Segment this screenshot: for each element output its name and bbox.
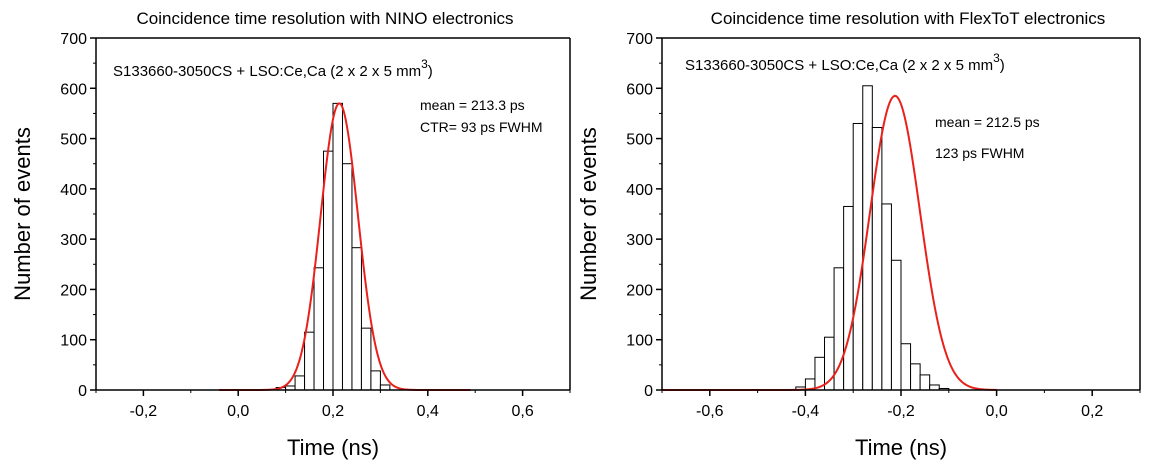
x-tick-label: -0,4: [792, 403, 820, 420]
y-tick-label: 100: [60, 333, 87, 350]
y-axis-label: Number of events: [10, 127, 35, 301]
histogram-bin: [313, 267, 325, 391]
histogram-bin: [910, 363, 921, 391]
chart-panel-1: Coincidence time resolution with NINO el…: [10, 9, 571, 460]
y-tick-label: 700: [626, 31, 653, 48]
sample-label: S133660-3050CS + LSO:Ce,Ca (2 x 2 x 5 mm…: [685, 51, 1005, 74]
sample-label-end: ): [428, 63, 433, 80]
x-tick-label: -0,2: [887, 403, 915, 420]
histogram-bin: [379, 384, 391, 391]
chart-title: Coincidence time resolution with NINO el…: [137, 9, 514, 28]
y-tick-label: 200: [626, 282, 653, 299]
x-tick-label: 0,0: [227, 403, 249, 420]
histogram-bin: [929, 384, 940, 391]
histogram-bin: [351, 247, 362, 391]
x-tick-label: 0,2: [1081, 403, 1103, 420]
y-axis-label: Number of events: [576, 127, 601, 301]
histogram-bin: [900, 343, 912, 391]
histogram-bin: [370, 370, 381, 391]
sample-label-superscript: 3: [993, 51, 1000, 65]
sample-label-main: S133660-3050CS + LSO:Ce,Ca (2 x 2 x 5 mm: [113, 63, 421, 80]
y-tick-label: 600: [60, 81, 87, 98]
fit-annotation: mean = 212.5 ps: [935, 114, 1040, 130]
chart-panel-2: Coincidence time resolution with FlexToT…: [576, 9, 1141, 460]
histogram-bin: [881, 203, 892, 391]
y-tick-label: 600: [626, 81, 653, 98]
histogram-bin: [890, 259, 902, 391]
histogram-bin: [852, 122, 864, 391]
x-tick-label: 0,0: [985, 403, 1007, 420]
y-tick-label: 400: [626, 182, 653, 199]
histogram-bin: [332, 102, 343, 391]
histogram-bin: [304, 331, 315, 391]
x-tick-label: -0,2: [130, 403, 158, 420]
y-tick-label: 0: [78, 383, 87, 400]
y-tick-label: 500: [60, 132, 87, 149]
y-tick-label: 300: [626, 232, 653, 249]
histogram-bin: [360, 327, 372, 391]
fit-annotation: mean = 213.3 ps: [420, 97, 525, 113]
fit-annotation: 123 ps FWHM: [935, 145, 1024, 161]
x-tick-label: -0,6: [696, 403, 724, 420]
y-tick-label: 700: [60, 31, 87, 48]
sample-label-end: ): [1000, 57, 1005, 74]
x-tick-label: 0,6: [511, 403, 533, 420]
histogram-bin: [919, 374, 931, 391]
y-tick-label: 300: [60, 232, 87, 249]
histogram-bin: [341, 163, 353, 391]
x-tick-label: 0,2: [322, 403, 344, 420]
sample-label-main: S133660-3050CS + LSO:Ce,Ca (2 x 2 x 5 mm: [685, 57, 993, 74]
sample-label-superscript: 3: [421, 57, 428, 71]
histogram-bin: [294, 375, 306, 391]
y-tick-label: 400: [60, 182, 87, 199]
y-tick-label: 500: [626, 132, 653, 149]
sample-label: S133660-3050CS + LSO:Ce,Ca (2 x 2 x 5 mm…: [113, 57, 433, 80]
y-tick-label: 100: [626, 333, 653, 350]
histogram-bin: [862, 85, 873, 391]
x-axis-label: Time (ns): [287, 435, 379, 460]
histogram-bin: [323, 150, 334, 391]
x-axis-label: Time (ns): [855, 435, 947, 460]
histogram-bin: [843, 205, 854, 391]
y-tick-label: 200: [60, 282, 87, 299]
y-tick-label: 0: [644, 383, 653, 400]
chart-title: Coincidence time resolution with FlexToT…: [711, 9, 1106, 28]
fit-annotation: CTR= 93 ps FWHM: [420, 119, 543, 135]
x-tick-label: 0,4: [417, 403, 439, 420]
